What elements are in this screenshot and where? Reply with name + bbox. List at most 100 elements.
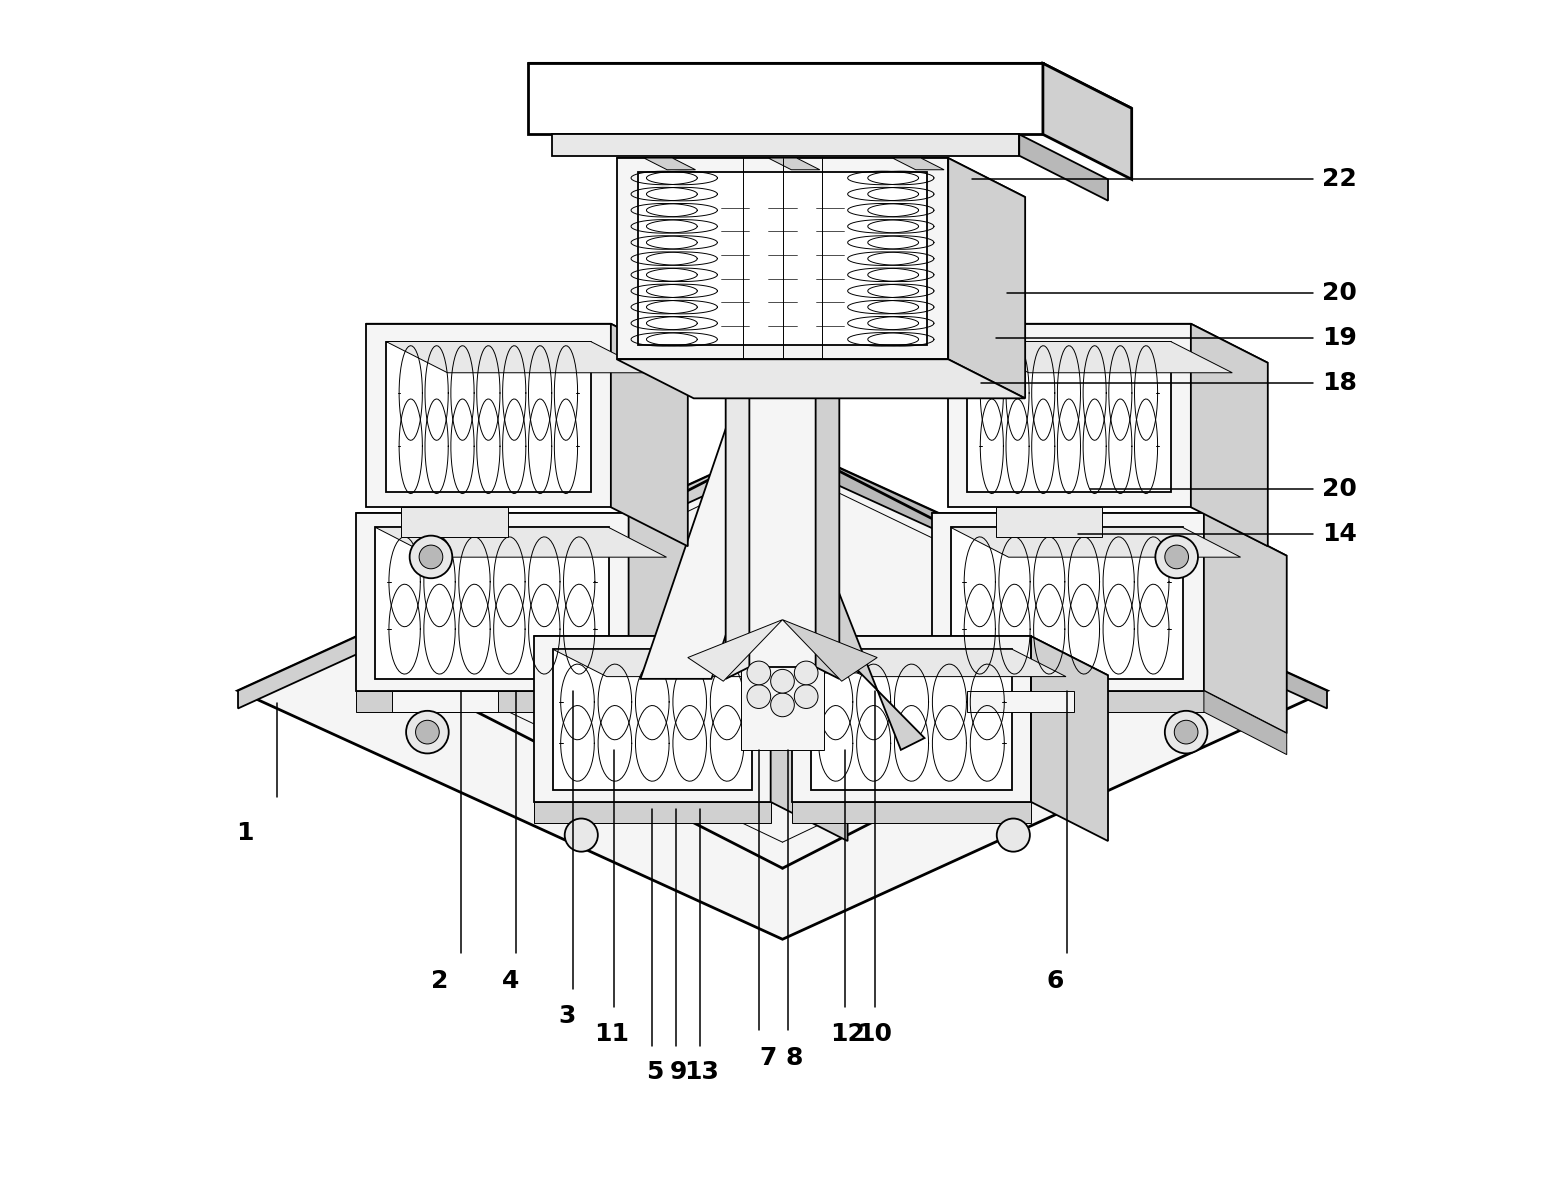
- Polygon shape: [401, 508, 509, 536]
- Polygon shape: [1191, 324, 1268, 546]
- Text: 1: 1: [236, 821, 254, 845]
- Text: 20: 20: [1322, 281, 1357, 305]
- Polygon shape: [534, 802, 770, 824]
- Polygon shape: [948, 159, 1025, 398]
- Polygon shape: [811, 650, 1013, 790]
- Text: 11: 11: [595, 1022, 629, 1047]
- Text: 8: 8: [786, 1045, 803, 1069]
- Circle shape: [1155, 535, 1197, 578]
- Text: 20: 20: [1322, 478, 1357, 502]
- Polygon shape: [950, 527, 1183, 679]
- Polygon shape: [742, 656, 823, 750]
- Circle shape: [795, 662, 818, 684]
- Polygon shape: [967, 342, 1171, 492]
- Polygon shape: [792, 802, 1031, 824]
- Circle shape: [770, 693, 795, 716]
- Polygon shape: [238, 442, 782, 708]
- Polygon shape: [782, 442, 1327, 708]
- Polygon shape: [639, 173, 926, 344]
- Polygon shape: [995, 508, 1102, 536]
- Polygon shape: [534, 637, 848, 676]
- Polygon shape: [768, 159, 820, 169]
- Text: 7: 7: [759, 1045, 776, 1069]
- Circle shape: [1164, 710, 1208, 753]
- Polygon shape: [376, 527, 667, 557]
- Polygon shape: [750, 365, 925, 750]
- Polygon shape: [892, 159, 944, 169]
- Circle shape: [997, 819, 1030, 851]
- Circle shape: [747, 684, 770, 708]
- Circle shape: [1164, 545, 1188, 569]
- Polygon shape: [387, 342, 653, 373]
- Polygon shape: [376, 527, 609, 679]
- Polygon shape: [366, 324, 610, 508]
- Polygon shape: [931, 513, 1203, 690]
- Text: 6: 6: [1045, 969, 1064, 993]
- Text: 10: 10: [858, 1022, 892, 1047]
- Circle shape: [410, 535, 452, 578]
- Polygon shape: [357, 513, 712, 555]
- Circle shape: [1174, 720, 1197, 744]
- Polygon shape: [687, 620, 782, 681]
- Polygon shape: [629, 513, 712, 733]
- Polygon shape: [629, 690, 712, 755]
- Polygon shape: [950, 527, 1241, 557]
- Circle shape: [405, 710, 449, 753]
- Polygon shape: [792, 637, 1031, 802]
- Polygon shape: [742, 656, 859, 673]
- Polygon shape: [726, 181, 750, 679]
- Text: 13: 13: [684, 1060, 720, 1084]
- Polygon shape: [527, 63, 1131, 108]
- Polygon shape: [815, 181, 839, 679]
- Text: 22: 22: [1322, 167, 1357, 192]
- Polygon shape: [726, 359, 750, 653]
- Polygon shape: [1042, 63, 1131, 179]
- Polygon shape: [617, 159, 948, 359]
- Polygon shape: [552, 650, 806, 677]
- Polygon shape: [770, 637, 848, 842]
- Polygon shape: [967, 342, 1232, 373]
- Text: 5: 5: [646, 1060, 664, 1084]
- Text: 3: 3: [559, 1005, 576, 1029]
- Text: 2: 2: [430, 969, 448, 993]
- Polygon shape: [617, 359, 1025, 398]
- Polygon shape: [931, 513, 1286, 555]
- Polygon shape: [527, 63, 1042, 135]
- Text: 4: 4: [501, 969, 520, 993]
- Circle shape: [747, 662, 770, 684]
- Text: 9: 9: [670, 1060, 687, 1084]
- Circle shape: [419, 545, 443, 569]
- Polygon shape: [750, 181, 815, 668]
- Circle shape: [416, 720, 440, 744]
- Circle shape: [770, 670, 795, 693]
- Circle shape: [795, 684, 818, 708]
- Polygon shape: [610, 324, 687, 546]
- Polygon shape: [552, 135, 1019, 156]
- Polygon shape: [948, 324, 1268, 362]
- Polygon shape: [357, 690, 629, 712]
- Polygon shape: [1203, 690, 1286, 755]
- Polygon shape: [357, 513, 629, 690]
- Polygon shape: [617, 159, 1025, 197]
- Polygon shape: [238, 442, 1327, 939]
- Text: 18: 18: [1322, 371, 1357, 395]
- Text: 14: 14: [1322, 522, 1357, 546]
- Polygon shape: [1019, 135, 1108, 200]
- Polygon shape: [811, 650, 1066, 677]
- Polygon shape: [967, 690, 1074, 712]
- Polygon shape: [645, 159, 695, 169]
- Polygon shape: [552, 650, 751, 790]
- Polygon shape: [1031, 637, 1108, 842]
- Polygon shape: [782, 620, 878, 681]
- Polygon shape: [1203, 513, 1286, 733]
- Polygon shape: [640, 193, 815, 679]
- Polygon shape: [366, 324, 687, 362]
- Circle shape: [565, 819, 598, 851]
- Polygon shape: [792, 637, 1108, 676]
- Polygon shape: [391, 690, 498, 712]
- Polygon shape: [534, 637, 770, 802]
- Polygon shape: [948, 324, 1191, 508]
- Text: 19: 19: [1322, 325, 1357, 350]
- Text: 12: 12: [829, 1022, 865, 1047]
- Polygon shape: [726, 359, 836, 668]
